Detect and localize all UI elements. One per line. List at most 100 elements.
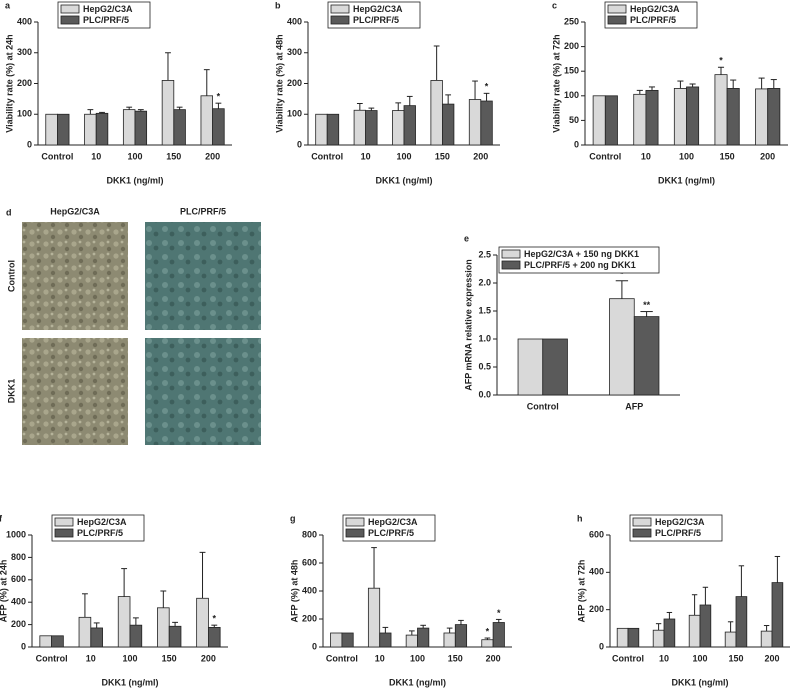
bar bbox=[341, 632, 354, 648]
error-bar bbox=[371, 547, 377, 589]
x-tick-label: 150 bbox=[162, 653, 177, 663]
bar bbox=[633, 316, 660, 396]
bar bbox=[699, 604, 712, 648]
error-bar bbox=[433, 45, 440, 81]
bar bbox=[468, 99, 482, 146]
x-axis-label: DKK1 (ng/ml) bbox=[389, 677, 446, 687]
column-label: HepG2/C3A bbox=[50, 206, 100, 216]
error-bar bbox=[215, 102, 222, 109]
x-axis-label: DKK1 (ng/ml) bbox=[102, 677, 159, 687]
legend-swatch bbox=[54, 517, 74, 527]
y-tick-label: 100 bbox=[564, 90, 579, 100]
panel-label: a bbox=[5, 0, 11, 10]
bar bbox=[755, 88, 769, 146]
legend-swatch bbox=[607, 15, 627, 25]
y-axis-label: AFP (%) at 72h bbox=[576, 560, 586, 623]
panel-label: g bbox=[290, 513, 296, 523]
legend-label: HepG2/C3A + 150 ng DKK1 bbox=[524, 249, 639, 259]
legend-label: PLC/PRF/5 bbox=[77, 528, 123, 538]
error-bar bbox=[165, 52, 171, 81]
error-bar bbox=[137, 109, 144, 112]
x-tick-label: Control bbox=[41, 151, 73, 161]
bar bbox=[95, 112, 109, 146]
y-tick-label: 200 bbox=[11, 619, 26, 629]
legend-label: HepG2/C3A bbox=[77, 517, 127, 527]
bar bbox=[663, 618, 676, 648]
error-bar bbox=[655, 623, 662, 631]
legend-label: PLC/PRF/5 bbox=[353, 15, 399, 25]
legend-swatch bbox=[54, 528, 74, 538]
error-bar bbox=[458, 619, 464, 625]
significance-label: * bbox=[620, 269, 624, 279]
y-axis-label: AFP mRNA relative expression bbox=[463, 259, 473, 391]
x-tick-label: 200 bbox=[764, 653, 779, 663]
error-bar bbox=[770, 79, 777, 89]
error-bar bbox=[483, 92, 490, 102]
micrograph-panel: d HepG2/C3A PLC/PRF/5 Control DKK1 bbox=[6, 206, 261, 445]
y-axis-label: Viability rate (%) at 24h bbox=[4, 34, 14, 132]
bar bbox=[90, 627, 103, 648]
x-tick-label: 100 bbox=[692, 653, 707, 663]
error-bar bbox=[484, 637, 491, 640]
bar bbox=[353, 109, 366, 146]
x-axis-label: DKK1 (ng/ml) bbox=[107, 175, 164, 185]
error-bar bbox=[727, 621, 734, 633]
bar bbox=[686, 86, 700, 146]
error-bar bbox=[472, 80, 478, 100]
error-bar bbox=[640, 311, 653, 317]
panel-label: c bbox=[552, 0, 557, 10]
legend-label: PLC/PRF/5 bbox=[655, 528, 701, 538]
legend-label: HepG2/C3A bbox=[353, 4, 403, 14]
bar bbox=[430, 80, 443, 146]
y-axis-label: Viability rate (%) at 72h bbox=[551, 34, 561, 132]
error-bar bbox=[211, 624, 218, 628]
error-bar bbox=[176, 106, 183, 110]
error-bar bbox=[691, 594, 698, 616]
bar bbox=[714, 74, 728, 146]
error-bar bbox=[93, 622, 100, 628]
bar bbox=[379, 632, 392, 648]
error-bar bbox=[408, 630, 415, 636]
y-tick-label: 800 bbox=[11, 552, 26, 562]
x-tick-label: 10 bbox=[375, 653, 385, 663]
bar bbox=[122, 109, 136, 146]
y-tick-label: 400 bbox=[302, 585, 317, 595]
legend-label: PLC/PRF/5 bbox=[630, 15, 676, 25]
error-bar bbox=[81, 593, 88, 618]
bar bbox=[330, 632, 343, 648]
bar bbox=[627, 627, 640, 648]
y-tick-label: 0.5 bbox=[478, 361, 491, 371]
error-bar bbox=[702, 586, 709, 605]
bar bbox=[196, 597, 209, 648]
x-tick-label: Control bbox=[589, 151, 621, 161]
error-bar bbox=[121, 568, 128, 597]
legend-swatch bbox=[60, 4, 80, 14]
y-axis-label: AFP (%) at 24h bbox=[0, 560, 8, 623]
y-tick-label: 300 bbox=[287, 47, 302, 57]
significance-label: * bbox=[719, 56, 723, 66]
bar bbox=[688, 614, 701, 648]
y-tick-label: 200 bbox=[564, 41, 579, 51]
error-bar bbox=[99, 111, 105, 114]
bar bbox=[326, 113, 340, 146]
error-bar bbox=[689, 83, 696, 87]
legend-label: HepG2/C3A bbox=[83, 4, 133, 14]
bar bbox=[492, 622, 505, 648]
bar bbox=[724, 631, 737, 648]
row-label: DKK1 bbox=[6, 379, 16, 404]
error-bar bbox=[446, 627, 453, 633]
bar bbox=[645, 89, 659, 146]
panel-label: h bbox=[577, 513, 583, 523]
legend-swatch bbox=[345, 517, 365, 527]
y-tick-label: 2.5 bbox=[478, 249, 491, 259]
y-tick-label: 2.0 bbox=[478, 277, 491, 287]
y-tick-label: 1.0 bbox=[478, 333, 491, 343]
y-tick-label: 400 bbox=[17, 16, 32, 26]
bar bbox=[157, 607, 170, 648]
bar bbox=[134, 110, 148, 146]
significance-label: * bbox=[497, 608, 501, 618]
x-tick-label: 200 bbox=[201, 653, 216, 663]
